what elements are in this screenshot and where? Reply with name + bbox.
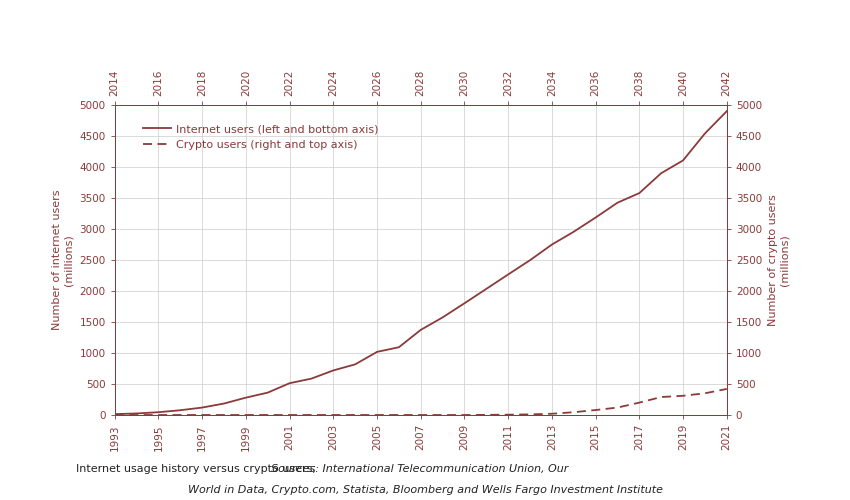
Y-axis label: Number of crypto users
(millions): Number of crypto users (millions)	[768, 194, 789, 326]
Text: Sources: International Telecommunication Union, Our: Sources: International Telecommunication…	[271, 464, 569, 474]
Y-axis label: Number of internet users
(millions): Number of internet users (millions)	[53, 190, 74, 330]
Legend: Internet users (left and bottom axis), Crypto users (right and top axis): Internet users (left and bottom axis), C…	[139, 120, 383, 154]
Text: World in Data, Crypto.com, Statista, Bloomberg and Wells Fargo Investment Instit: World in Data, Crypto.com, Statista, Blo…	[188, 485, 662, 495]
Text: Internet usage history versus crypto users;: Internet usage history versus crypto use…	[76, 464, 320, 474]
